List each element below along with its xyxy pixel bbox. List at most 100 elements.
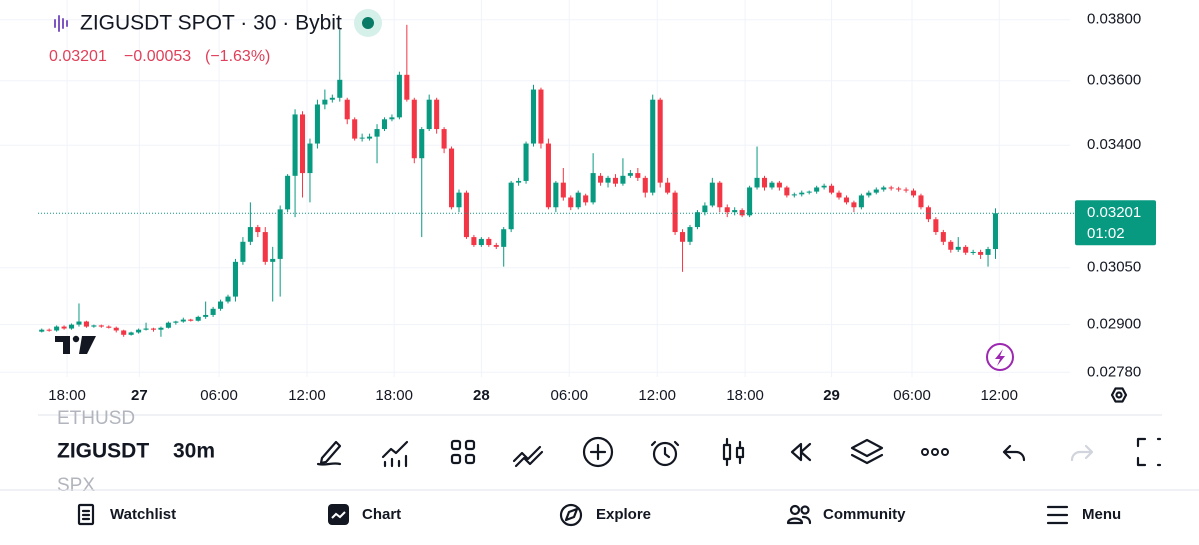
candle-body xyxy=(113,327,119,331)
y-tick-label: 0.03600 xyxy=(1087,72,1141,89)
undo-tool[interactable] xyxy=(1002,444,1026,462)
candle-body xyxy=(91,325,97,327)
candle-body xyxy=(203,314,209,317)
candle-body xyxy=(434,99,440,130)
nav-explore[interactable]: Explore xyxy=(596,506,651,523)
y-tick-label: 0.03400 xyxy=(1087,136,1141,153)
candle-body xyxy=(694,212,700,228)
add-tool[interactable] xyxy=(582,436,614,468)
candle-body xyxy=(918,195,924,208)
candle-body xyxy=(292,114,298,176)
candle-body xyxy=(575,192,581,208)
nav-community[interactable]: Community xyxy=(823,506,906,523)
alert-tool[interactable] xyxy=(650,440,680,467)
candle-body xyxy=(255,227,261,233)
symbol-title: ZIGUSDT SPOT · 30 · Bybit xyxy=(80,12,342,35)
x-tick-label: 27 xyxy=(131,387,148,404)
candle-body xyxy=(523,143,529,181)
candle-body xyxy=(68,324,75,329)
candle-body xyxy=(307,143,313,174)
candle-body xyxy=(46,329,52,331)
x-tick-label: 12:00 xyxy=(638,387,676,404)
nav-chart[interactable]: Chart xyxy=(362,506,401,523)
x-tick-label: 18:00 xyxy=(375,387,413,404)
candle-body xyxy=(642,177,648,193)
candle-body xyxy=(925,207,931,220)
header: ZIGUSDT SPOT · 30 · Bybit 0.03201 −0.000… xyxy=(49,9,382,65)
x-tick-label: 29 xyxy=(823,387,840,404)
last-price: 0.03201 xyxy=(49,48,107,65)
candle-body xyxy=(218,301,224,309)
menu-icon xyxy=(1046,505,1069,525)
candle-body xyxy=(754,177,760,188)
candle-body xyxy=(791,194,797,196)
toolbar: ETHUSD ZIGUSDT 30m SPX xyxy=(57,408,1162,496)
price-change-pct: (−1.63%) xyxy=(205,48,270,65)
settings-button[interactable] xyxy=(1110,387,1128,403)
replay-tool[interactable] xyxy=(790,442,812,462)
candle-body xyxy=(121,330,127,335)
symbol-next[interactable]: SPX xyxy=(57,475,95,496)
candle-body xyxy=(665,182,671,193)
candle-body xyxy=(240,241,246,262)
candle-body xyxy=(650,99,656,193)
candle-body xyxy=(657,99,663,183)
candle-body xyxy=(83,321,89,327)
indicators-tool[interactable] xyxy=(381,440,409,468)
candle-body xyxy=(583,195,589,203)
compare-tool[interactable] xyxy=(512,445,544,468)
candle-body xyxy=(709,182,715,206)
candle-body xyxy=(396,74,402,118)
candle-body xyxy=(195,316,201,321)
candle-body xyxy=(329,97,335,100)
candle-body xyxy=(337,79,343,98)
candle-body xyxy=(299,114,306,174)
candle-body xyxy=(978,251,984,255)
more-tool[interactable] xyxy=(921,448,949,456)
x-tick-label: 06:00 xyxy=(200,387,238,404)
candle-body xyxy=(478,238,484,246)
candle-body xyxy=(277,209,283,259)
candle-body xyxy=(143,328,149,330)
symbol-prev[interactable]: ETHUSD xyxy=(57,408,135,429)
price-tag-value: 0.03201 xyxy=(1087,204,1141,221)
candle-body xyxy=(463,192,469,238)
layouts-tool[interactable] xyxy=(450,439,476,465)
candle-body xyxy=(225,296,231,302)
lightning-button[interactable] xyxy=(986,343,1014,371)
candle-body xyxy=(359,137,365,139)
candle-body xyxy=(553,182,559,208)
symbol-current[interactable]: ZIGUSDT xyxy=(57,440,149,463)
candle-body xyxy=(680,232,686,242)
candle-body xyxy=(411,99,417,159)
candle-body xyxy=(747,187,753,216)
candle-body xyxy=(769,182,775,188)
candle-body xyxy=(352,119,358,139)
candle-body xyxy=(620,175,626,184)
candle-body xyxy=(672,192,678,233)
chart-icon-line xyxy=(331,511,346,519)
redo-tool[interactable] xyxy=(1070,444,1094,462)
candle-body xyxy=(903,189,909,191)
chart-type-tool[interactable] xyxy=(722,437,745,467)
nav-watchlist[interactable]: Watchlist xyxy=(110,506,176,523)
candle-body xyxy=(963,246,969,253)
candle-body xyxy=(843,197,849,203)
candle-body xyxy=(896,188,902,190)
candle-body xyxy=(590,173,596,203)
plot-area: 0.03800 0.03600 0.03400 0.03050 0.02900 0.027… xyxy=(0,0,1141,377)
watchlist-icon xyxy=(77,503,95,526)
candle-body xyxy=(560,182,566,198)
nav-menu[interactable]: Menu xyxy=(1082,506,1121,523)
candle-body xyxy=(888,187,894,189)
draw-tool[interactable] xyxy=(316,440,342,466)
candle-body xyxy=(687,227,693,242)
candle-body xyxy=(173,321,179,323)
chart-icon xyxy=(328,504,349,525)
interval[interactable]: 30m xyxy=(173,440,215,463)
layers-tool[interactable] xyxy=(850,438,884,465)
candle-body xyxy=(441,129,447,149)
candle-body xyxy=(381,119,388,130)
fullscreen-tool[interactable] xyxy=(1136,437,1162,467)
